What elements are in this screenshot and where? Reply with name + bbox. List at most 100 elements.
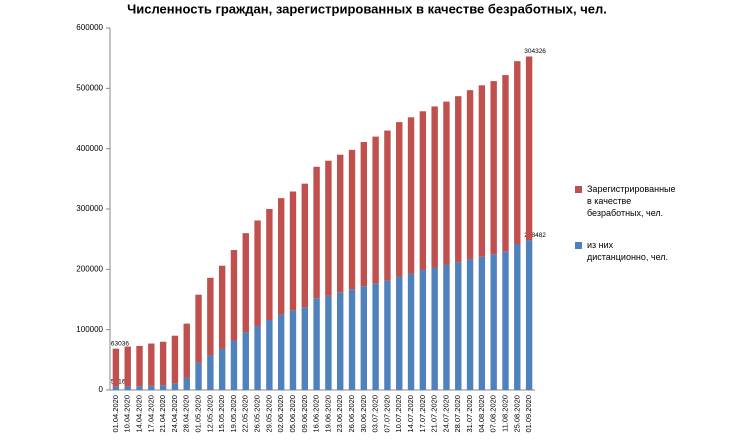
x-tick-label: 23.06.2020	[335, 395, 344, 433]
bar-segment	[124, 346, 131, 387]
bar-segment	[277, 314, 285, 390]
bar-segment	[254, 326, 261, 390]
x-tick-label: 05.06.2020	[288, 395, 297, 433]
bar-segment	[159, 385, 167, 390]
x-tick-label: 01.09.2020	[524, 395, 533, 433]
x-tick-label: 26.05.2020	[253, 395, 262, 433]
x-tick-label: 09.06.2020	[300, 395, 309, 433]
x-tick-label: 24.04.2020	[170, 395, 179, 433]
x-tick-label: 07.08.2020	[489, 395, 498, 433]
x-tick-label: 29.05.2020	[264, 395, 273, 433]
bar-segment	[384, 280, 391, 390]
bar-segment	[112, 348, 120, 387]
x-tick-label: 25.08.2020	[512, 395, 521, 433]
bar-segment	[443, 101, 450, 265]
bar-segment	[242, 332, 249, 390]
y-tick-label: 0	[99, 385, 104, 394]
bar-segment	[360, 286, 368, 390]
bar-segment	[266, 209, 273, 321]
bar-segment	[218, 265, 226, 349]
bar-segment	[230, 340, 238, 390]
x-tick-label: 03.07.2020	[371, 395, 380, 433]
bar-segment	[195, 294, 202, 363]
x-tick-label: 16.06.2020	[312, 395, 321, 433]
bar-segment	[455, 96, 462, 263]
x-tick-label: 01.05.2020	[194, 395, 203, 433]
bar-segment	[407, 117, 415, 274]
bar-segment	[313, 166, 320, 299]
bar-segment	[159, 341, 167, 386]
x-tick-label: 04.08.2020	[477, 395, 486, 433]
x-tick-label: 14.07.2020	[406, 395, 415, 433]
bar-segment	[466, 90, 474, 260]
x-tick-label: 12.05.2020	[205, 395, 214, 433]
x-tick-label: 10.07.2020	[394, 395, 403, 433]
bar-segment	[195, 362, 202, 390]
bar-segment	[277, 198, 285, 315]
data-label: 304326	[524, 48, 546, 55]
bar-segment	[419, 111, 427, 270]
bar-segment	[207, 355, 214, 390]
bar-segment	[478, 85, 486, 257]
bar-segment	[266, 320, 273, 390]
bar-segment	[313, 298, 320, 390]
bar-segment	[325, 160, 332, 296]
bar-segment	[148, 343, 155, 386]
x-tick-label: 17.07.2020	[418, 395, 427, 433]
x-tick-label: 26.06.2020	[347, 395, 356, 433]
bar-segment	[502, 251, 509, 390]
x-tick-label: 02.06.2020	[276, 395, 285, 433]
y-tick-label: 300000	[76, 204, 103, 213]
bar-segment	[218, 348, 226, 390]
bar-segment	[337, 154, 344, 293]
bar-segment	[183, 377, 190, 390]
bar-segment	[289, 310, 297, 390]
y-tick-label: 600000	[76, 23, 103, 32]
bar-segment	[301, 307, 308, 390]
y-tick-label: 500000	[76, 83, 103, 92]
x-tick-label: 19.06.2020	[323, 395, 332, 433]
bar-segment	[348, 149, 356, 290]
bar-segment	[325, 295, 332, 390]
x-tick-label: 01.04.2020	[111, 395, 120, 433]
x-tick-label: 07.07.2020	[382, 395, 391, 433]
bar-segment	[254, 220, 261, 327]
x-tick-label: 15.05.2020	[217, 395, 226, 433]
data-label: 248482	[524, 232, 546, 239]
y-tick-label: 200000	[76, 264, 103, 273]
bar-segment	[525, 240, 533, 390]
x-tick-label: 21.07.2020	[430, 395, 439, 433]
bar-segment	[466, 259, 474, 390]
bar-segment	[443, 264, 450, 390]
bar-segment	[230, 250, 238, 341]
bar-segment	[396, 276, 403, 390]
bar-segment	[490, 254, 497, 390]
bar-segment	[136, 386, 143, 390]
y-tick-label: 100000	[76, 325, 103, 334]
y-tick-label: 400000	[76, 144, 103, 153]
bar-segment	[372, 283, 379, 390]
bar-segment	[514, 61, 521, 244]
bar-segment	[348, 289, 356, 390]
bar-segment	[396, 122, 403, 277]
legend-swatch	[575, 242, 582, 249]
bar-segment	[112, 386, 120, 390]
data-label: 63036	[111, 340, 129, 347]
bar-segment	[301, 183, 308, 308]
x-tick-label: 28.07.2020	[453, 395, 462, 433]
bar-segment	[337, 292, 344, 390]
bar-segment	[431, 267, 438, 390]
bar-segment	[148, 385, 155, 390]
bar-segment	[490, 81, 497, 255]
x-tick-label: 14.04.2020	[134, 395, 143, 433]
bar-segment	[478, 256, 486, 390]
bar-segment	[431, 106, 438, 268]
bar-segment	[171, 335, 179, 384]
x-tick-label: 30.06.2020	[359, 395, 368, 433]
bar-segment	[525, 56, 533, 241]
bar-segment	[514, 243, 521, 390]
x-tick-label: 24.07.2020	[441, 395, 450, 433]
bar-segment	[183, 323, 190, 378]
bar-segment	[171, 383, 179, 390]
